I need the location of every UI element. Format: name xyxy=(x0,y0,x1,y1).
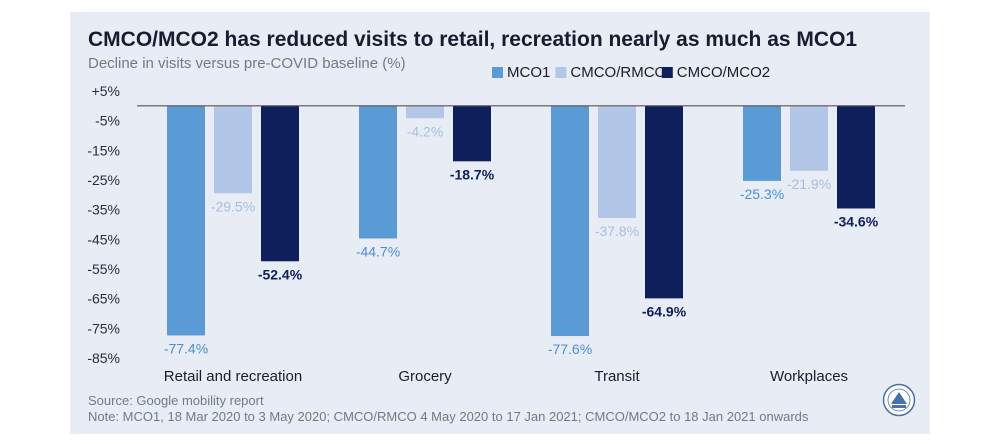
data-label: -37.8% xyxy=(595,223,639,239)
legend-swatch xyxy=(555,67,567,78)
y-tick-label: -15% xyxy=(87,142,120,158)
y-tick-label: -5% xyxy=(95,113,120,129)
data-label: -25.3% xyxy=(740,186,784,202)
chart-panel xyxy=(70,12,930,434)
bar-cmco-mco2 xyxy=(645,105,683,299)
data-label: -52.4% xyxy=(258,266,303,282)
legend-swatch xyxy=(661,67,673,78)
bar-cmco-rmco xyxy=(406,105,444,119)
chart-title: CMCO/MCO2 has reduced visits to retail, … xyxy=(88,28,858,51)
bar-mco1 xyxy=(743,105,781,181)
bar-cmco-rmco xyxy=(790,105,828,171)
bar-cmco-rmco xyxy=(214,105,252,194)
bar-mco1 xyxy=(551,105,589,337)
note-text: Note: MCO1, 18 Mar 2020 to 3 May 2020; C… xyxy=(88,409,809,424)
data-label: -64.9% xyxy=(642,303,687,319)
seal-logo-icon xyxy=(882,383,916,417)
data-label: -4.2% xyxy=(407,123,444,139)
y-tick-label: -25% xyxy=(87,172,120,188)
legend-label: CMCO/RMCO xyxy=(570,64,666,81)
data-label: -29.5% xyxy=(211,198,255,214)
bar-mco1 xyxy=(167,105,205,336)
y-tick-label: -85% xyxy=(87,350,120,366)
bar-cmco-mco2 xyxy=(453,105,491,162)
y-tick-label: -75% xyxy=(87,320,120,336)
legend-swatch xyxy=(492,67,503,78)
data-label: -34.6% xyxy=(834,213,879,229)
bar-cmco-mco2 xyxy=(261,105,299,262)
data-label: -77.4% xyxy=(164,340,208,356)
x-category-label: Grocery xyxy=(398,368,452,385)
bar-mco1 xyxy=(359,105,397,239)
bar-cmco-mco2 xyxy=(837,105,875,209)
x-category-label: Transit xyxy=(594,368,640,385)
y-tick-label: -45% xyxy=(87,231,120,247)
data-label: -21.9% xyxy=(787,176,831,192)
source-text: Source: Google mobility report xyxy=(88,393,264,408)
data-label: -77.6% xyxy=(548,341,592,357)
x-category-label: Workplaces xyxy=(770,368,848,385)
data-label: -18.7% xyxy=(450,166,495,182)
bar-cmco-rmco xyxy=(598,105,636,218)
y-tick-label: -65% xyxy=(87,291,120,307)
legend-label: MCO1 xyxy=(507,64,550,81)
y-tick-label: +5% xyxy=(92,83,120,99)
x-category-label: Retail and recreation xyxy=(164,368,302,385)
legend-label: CMCO/MCO2 xyxy=(677,64,770,81)
chart-subtitle: Decline in visits versus pre-COVID basel… xyxy=(88,55,406,72)
y-tick-label: -35% xyxy=(87,202,120,218)
data-label: -44.7% xyxy=(356,243,400,259)
y-tick-label: -55% xyxy=(87,261,120,277)
